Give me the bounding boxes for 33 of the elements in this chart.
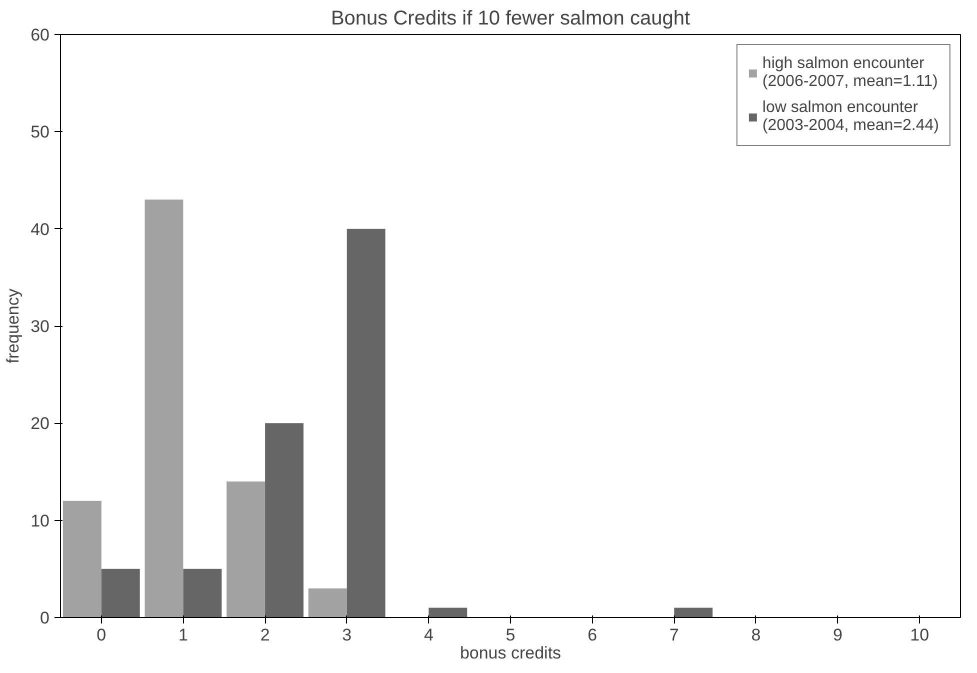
bar [183,568,222,618]
bar [428,608,468,618]
y-tick-label: 30 [30,317,50,336]
x-tick-label: 7 [669,626,679,644]
bar [674,608,713,618]
x-tick-label: 8 [751,626,761,644]
legend-label: high salmon encounter (2006-2007, mean=1.11) [762,55,938,91]
x-tick-label: 2 [260,626,270,644]
bar [226,481,266,618]
bar [308,588,347,618]
bar [265,423,304,618]
y-tick-label: 10 [30,511,50,530]
bar [144,200,184,618]
x-tick-label: 3 [342,626,352,644]
bar [62,500,102,618]
y-tick-label: 60 [30,26,50,44]
legend-label: low salmon encounter (2003-2004, mean=2.44) [762,99,939,135]
y-tick-label: 40 [30,220,50,239]
bar [101,568,140,618]
x-tick-label: 5 [506,626,516,644]
y-tick-label: 0 [40,608,50,628]
y-tick-label: 50 [30,122,50,142]
x-axis-title: bonus credits [460,644,562,662]
x-tick-label: 10 [910,626,930,644]
x-tick-label: 4 [424,626,434,644]
x-tick-label: 0 [96,626,106,644]
y-tick-label: 20 [30,414,50,434]
x-tick-label: 6 [588,626,598,644]
x-tick-label: 1 [178,626,188,644]
chart-title: Bonus Credits if 10 fewer salmon caught [330,8,690,30]
x-tick-label: 9 [833,626,843,644]
y-axis-title: frequency [4,288,23,364]
bar [346,228,386,618]
